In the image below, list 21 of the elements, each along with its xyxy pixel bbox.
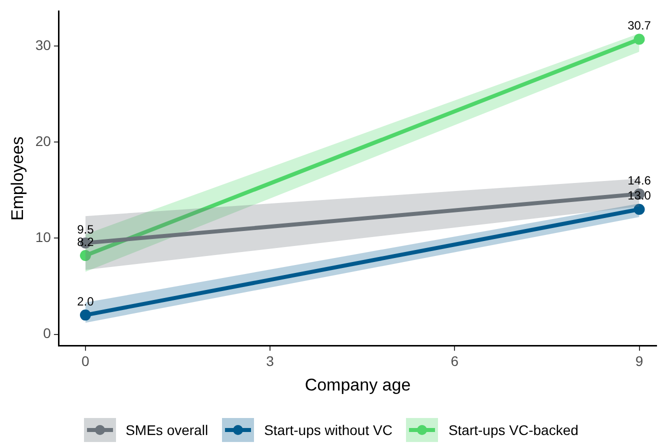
x-axis-title: Company age xyxy=(304,375,411,394)
legend-label: Start-ups without VC xyxy=(264,422,392,438)
point xyxy=(634,204,645,215)
data-label: 9.5 xyxy=(77,222,94,236)
data-label: 14.6 xyxy=(628,173,652,188)
point xyxy=(80,310,91,321)
x-tick-label: 6 xyxy=(450,353,459,370)
y-tick-label: 30 xyxy=(35,36,52,53)
data-label: 2.0 xyxy=(77,294,94,308)
y-tick-label: 10 xyxy=(35,229,52,246)
y-axis-title: Employees xyxy=(8,136,27,221)
x-tick-label: 0 xyxy=(82,353,90,370)
point xyxy=(80,250,91,261)
y-tick-label: 0 xyxy=(43,325,52,342)
data-label: 30.7 xyxy=(628,18,652,33)
x-tick-label: 3 xyxy=(266,353,274,370)
legend-label: Start-ups VC-backed xyxy=(448,422,578,438)
y-tick-label: 20 xyxy=(35,132,52,149)
point xyxy=(634,34,645,45)
x-tick-label: 9 xyxy=(635,353,644,370)
legend-label: SMEs overall xyxy=(126,422,208,438)
